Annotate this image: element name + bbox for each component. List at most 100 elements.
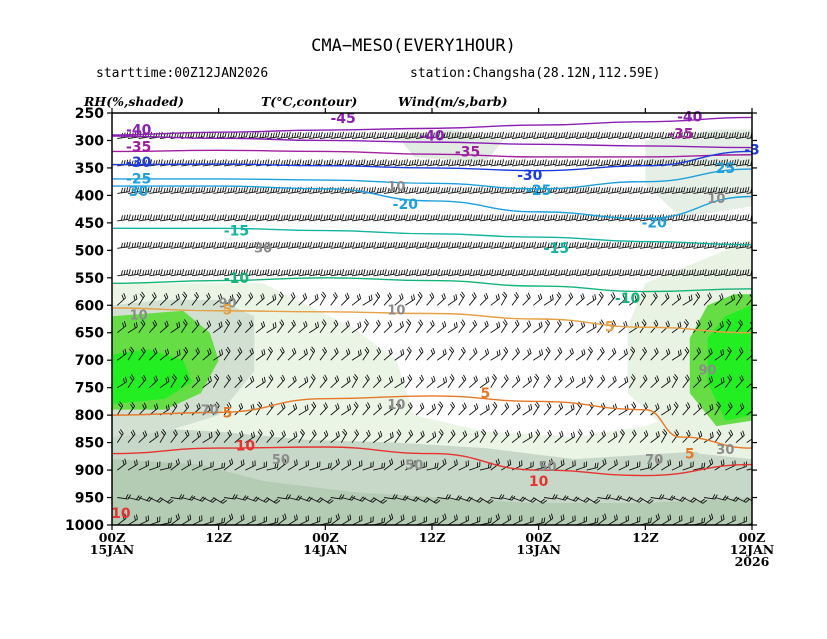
wind-barb (287, 459, 298, 471)
wind-barb (415, 131, 430, 139)
wind-barb (277, 458, 287, 471)
wind-barb (682, 374, 690, 388)
wind-barb (426, 131, 441, 139)
wind-barb (117, 269, 131, 277)
wind-barb (277, 186, 291, 194)
wind-barb (362, 497, 377, 503)
wind-barb (255, 321, 266, 334)
wind-barb (650, 186, 665, 194)
wind-barb (543, 346, 551, 361)
wind-barb (255, 497, 270, 503)
wind-barb (234, 319, 242, 333)
wind-barb (223, 429, 232, 443)
wind-barb (341, 241, 355, 249)
wind-barb (223, 402, 232, 416)
wind-barb (479, 320, 489, 334)
pressure-tick-label: 850 (75, 436, 104, 452)
wind-barb (308, 429, 317, 443)
wind-barb (650, 241, 665, 249)
wind-barb (575, 214, 590, 222)
wind-barb (490, 214, 505, 222)
wind-barb (213, 497, 227, 504)
wind-barb (479, 404, 490, 416)
wind-barb (671, 349, 682, 361)
wind-barb (276, 347, 285, 361)
temperature-contour-label: -35 (668, 126, 693, 142)
wind-barb (170, 321, 181, 334)
temperature-contour-label: -10 (224, 271, 250, 287)
wind-barb (469, 497, 484, 503)
wind-barb (319, 402, 328, 416)
wind-barb (479, 376, 490, 389)
wind-barb (714, 186, 729, 194)
wind-barb (458, 374, 467, 388)
wind-barb (277, 131, 291, 139)
wind-barb (682, 319, 689, 333)
wind-barb (661, 214, 675, 222)
wind-barb (533, 497, 547, 504)
wind-barb (575, 159, 590, 167)
wind-barb (490, 186, 505, 194)
wind-barb (213, 462, 226, 471)
wind-barb (319, 241, 334, 249)
wind-barb (362, 214, 377, 222)
wind-barb (319, 462, 332, 471)
time-tick-label: 12Z (205, 530, 232, 545)
wind-barb (490, 131, 505, 139)
wind-barb (629, 186, 643, 194)
wind-barb (703, 320, 713, 334)
wind-barb (277, 214, 291, 222)
wind-barb (159, 497, 174, 504)
wind-barb (191, 347, 200, 361)
wind-barb (501, 186, 515, 194)
wind-barb (469, 214, 483, 222)
wind-barb (543, 159, 558, 167)
wind-barb (693, 214, 707, 222)
wind-barb (575, 293, 585, 306)
wind-barb (341, 459, 352, 471)
wind-barb (458, 402, 467, 416)
wind-barb (458, 430, 468, 443)
wind-barb (341, 214, 355, 222)
wind-barb (533, 293, 543, 306)
wind-barb (245, 269, 259, 277)
pressure-tick-label: 300 (75, 133, 104, 149)
wind-barb (117, 214, 131, 222)
wind-barb (511, 159, 526, 167)
temperature-contour-label: 5 (223, 405, 233, 421)
wind-barb (127, 374, 135, 388)
wind-barb (468, 375, 478, 389)
wind-barb (522, 404, 533, 416)
wind-barb (522, 269, 537, 277)
wind-barb (159, 269, 174, 277)
wind-barb (383, 348, 393, 361)
temperature-contour-label: -45 (330, 111, 355, 127)
wind-barb (500, 430, 510, 443)
wind-barb (714, 401, 721, 416)
wind-barb (597, 186, 611, 194)
wind-barb (554, 319, 562, 333)
wind-barb (500, 374, 509, 388)
wind-barb (661, 348, 671, 361)
pressure-tick-label: 800 (75, 408, 104, 424)
wind-barb (735, 347, 744, 361)
temperature-contour-line (112, 185, 752, 220)
wind-barb (415, 269, 430, 277)
wind-barb (714, 131, 729, 139)
wind-barb (330, 375, 340, 389)
wind-barb (522, 348, 532, 361)
wind-barb (341, 131, 355, 139)
wind-barb (618, 269, 633, 277)
wind-barb (564, 347, 574, 361)
wind-barb (639, 241, 654, 249)
wind-barb (586, 346, 593, 361)
wind-barb (533, 131, 547, 139)
wind-barb (405, 186, 419, 194)
wind-barb (511, 403, 521, 416)
wind-barb (149, 186, 163, 194)
wind-barb (703, 186, 718, 194)
pressure-tick-label: 400 (75, 188, 104, 204)
wind-barb (191, 515, 203, 525)
time-tick-label: 12JAN (730, 542, 774, 557)
